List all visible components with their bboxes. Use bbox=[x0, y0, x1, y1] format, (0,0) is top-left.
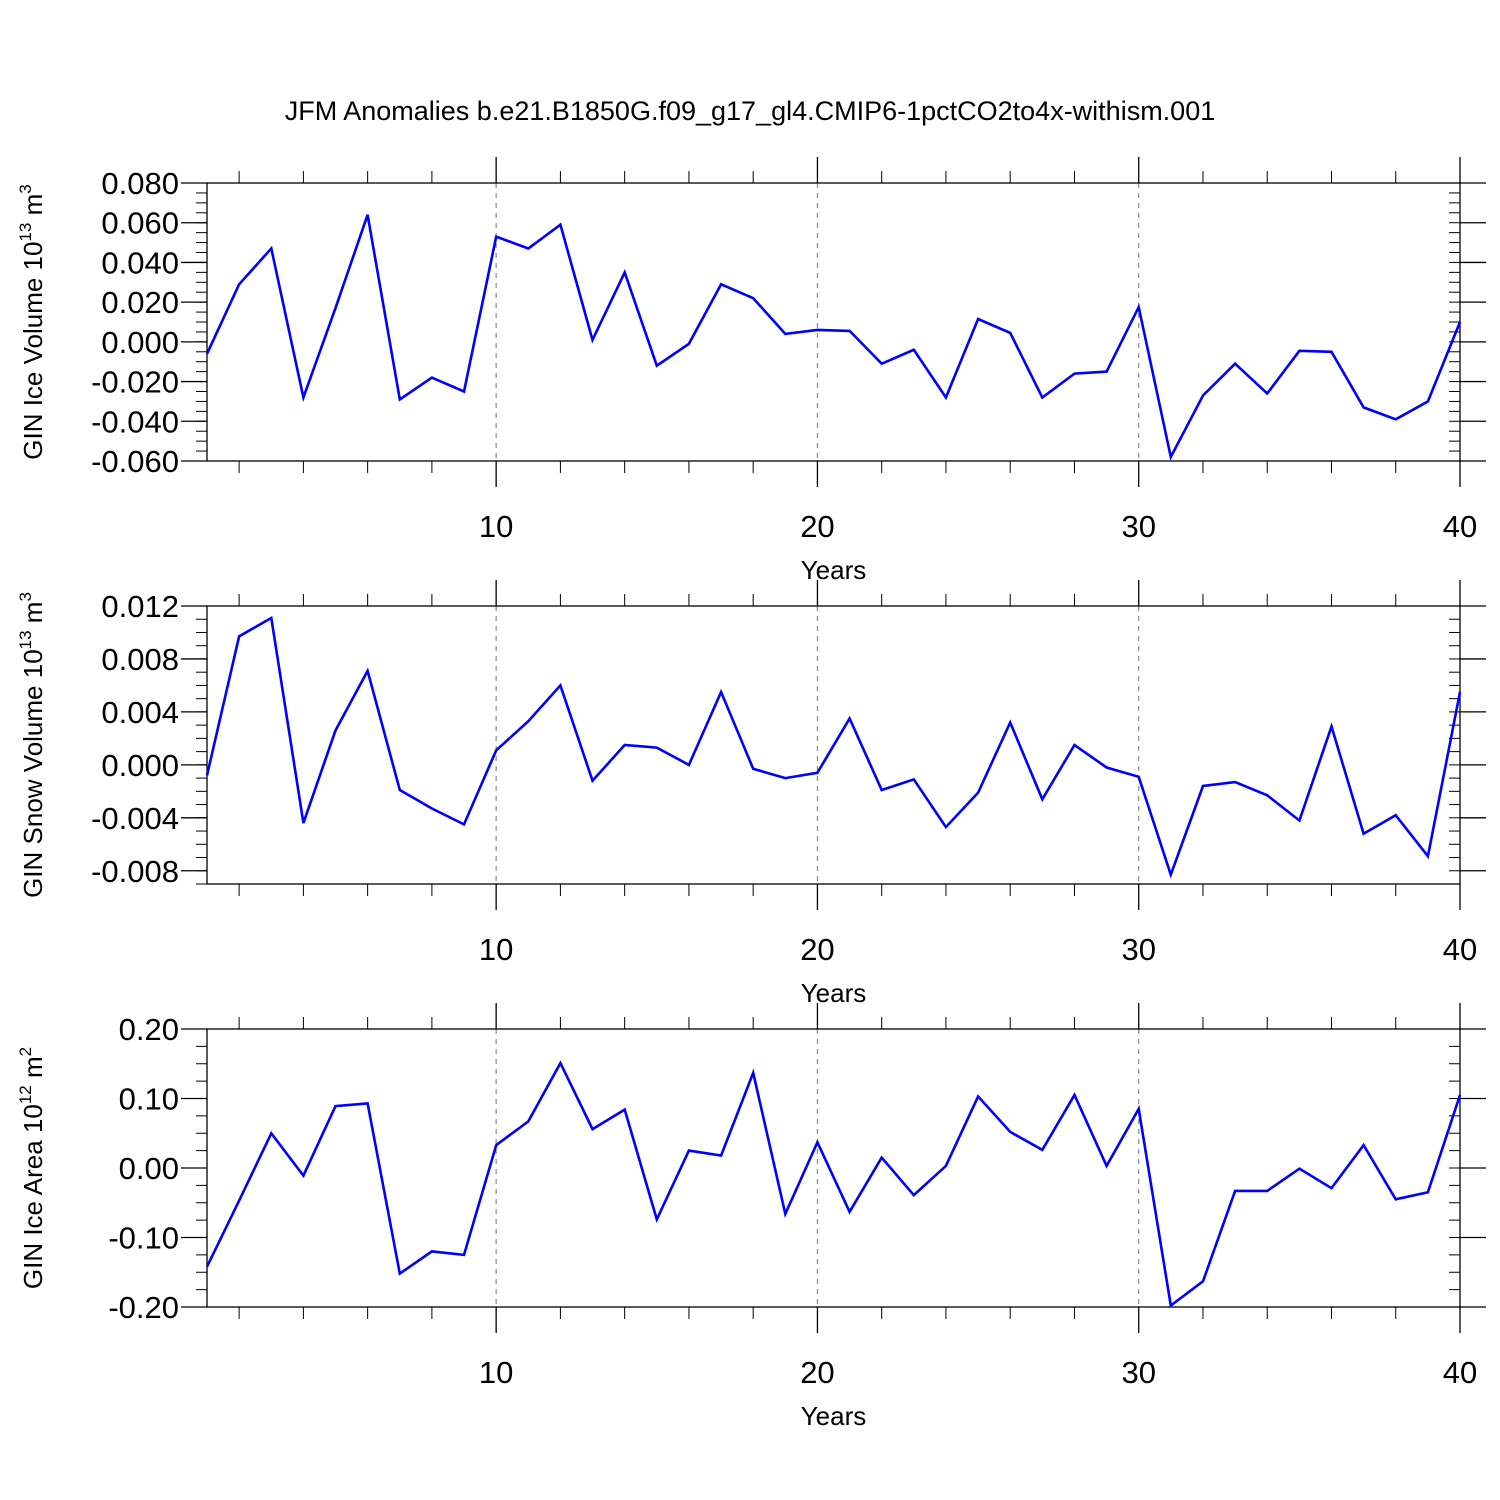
y-axis-label-exp: 13 bbox=[16, 223, 35, 242]
x-tick-label: 20 bbox=[800, 509, 834, 544]
plot-frame bbox=[206, 182, 1461, 462]
x-tick-label: 40 bbox=[1443, 1355, 1477, 1390]
x-tick-label: 30 bbox=[1121, 932, 1155, 967]
y-tick-label: -0.040 bbox=[91, 404, 179, 439]
x-axis-label: Years bbox=[801, 978, 867, 1008]
y-axis-label-unit: m bbox=[18, 602, 48, 631]
x-tick-label: 20 bbox=[800, 932, 834, 967]
y-tick-label: 0.008 bbox=[101, 642, 179, 677]
y-tick-label: 0.060 bbox=[101, 206, 179, 241]
y-tick-label: -0.20 bbox=[108, 1290, 179, 1325]
y-tick-label: 0.004 bbox=[101, 695, 179, 730]
y-axis-label: GIN Ice Area 1012 m2 bbox=[16, 1047, 48, 1289]
y-tick-label: 0.020 bbox=[101, 285, 179, 320]
y-tick-label: 0.012 bbox=[101, 589, 179, 624]
y-tick-label: 0.000 bbox=[101, 325, 179, 360]
y-axis-label-unit-exp: 3 bbox=[16, 592, 35, 601]
y-axis-label-unit: m bbox=[18, 194, 48, 223]
y-axis-label: GIN Snow Volume 1013 m3 bbox=[16, 592, 48, 898]
y-axis-label-exp: 12 bbox=[16, 1085, 35, 1104]
x-tick-label: 40 bbox=[1443, 932, 1477, 967]
y-axis-label-unit-exp: 2 bbox=[16, 1047, 35, 1056]
y-axis-label-exp: 13 bbox=[16, 630, 35, 649]
panel-3: 0.20 0.10 0.00 -0.10 -0.20 10 20 30 40 Years GIN I… bbox=[16, 1003, 1486, 1431]
y-tick-label: 0.080 bbox=[101, 166, 179, 201]
x-tick-label: 40 bbox=[1443, 509, 1477, 544]
y-axis-label-unit: m bbox=[18, 1056, 48, 1085]
y-axis-label-text: GIN Ice Volume 10 bbox=[18, 242, 48, 460]
y-tick-label: -0.020 bbox=[91, 365, 179, 400]
plot-frame bbox=[206, 1028, 1461, 1308]
x-tick-label: 10 bbox=[479, 932, 513, 967]
x-axis-label: Years bbox=[801, 1401, 867, 1431]
x-tick-label: 30 bbox=[1121, 509, 1155, 544]
x-tick-label: 10 bbox=[479, 1355, 513, 1390]
series-line bbox=[205, 615, 1462, 879]
figure-title: JFM Anomalies b.e21.B1850G.f09_g17_gl4.C… bbox=[285, 96, 1216, 126]
x-tick-label: 30 bbox=[1121, 1355, 1155, 1390]
y-tick-label: -0.004 bbox=[91, 801, 179, 836]
panel-1: 0.080 0.060 0.040 0.020 0.000 -0.020 -0.040 -0.… bbox=[16, 157, 1486, 585]
y-axis-label-text: GIN Snow Volume 10 bbox=[18, 649, 48, 898]
series-line bbox=[205, 214, 1462, 461]
y-axis-label-unit-exp: 3 bbox=[16, 184, 35, 193]
y-tick-label: -0.060 bbox=[91, 444, 179, 479]
y-axis-label-text: GIN Ice Area 10 bbox=[18, 1104, 48, 1289]
y-tick-label: 0.20 bbox=[119, 1012, 179, 1047]
x-tick-label: 20 bbox=[800, 1355, 834, 1390]
y-tick-label: 0.000 bbox=[101, 748, 179, 783]
plot-frame bbox=[206, 605, 1461, 885]
x-axis-label: Years bbox=[801, 555, 867, 585]
panel-2: 0.012 0.008 0.004 0.000 -0.004 -0.008 10 20 30 40… bbox=[16, 580, 1486, 1008]
y-tick-label: 0.10 bbox=[119, 1082, 179, 1117]
y-tick-label: 0.00 bbox=[119, 1151, 179, 1186]
y-axis-label: GIN Ice Volume 1013 m3 bbox=[16, 184, 48, 460]
panels: 0.080 0.060 0.040 0.020 0.000 -0.020 -0.040 -0.… bbox=[16, 157, 1486, 1431]
series-line bbox=[205, 1060, 1462, 1308]
x-tick-label: 10 bbox=[479, 509, 513, 544]
y-tick-label: 0.040 bbox=[101, 245, 179, 280]
y-tick-label: -0.008 bbox=[91, 854, 179, 889]
y-tick-label: -0.10 bbox=[108, 1221, 179, 1256]
